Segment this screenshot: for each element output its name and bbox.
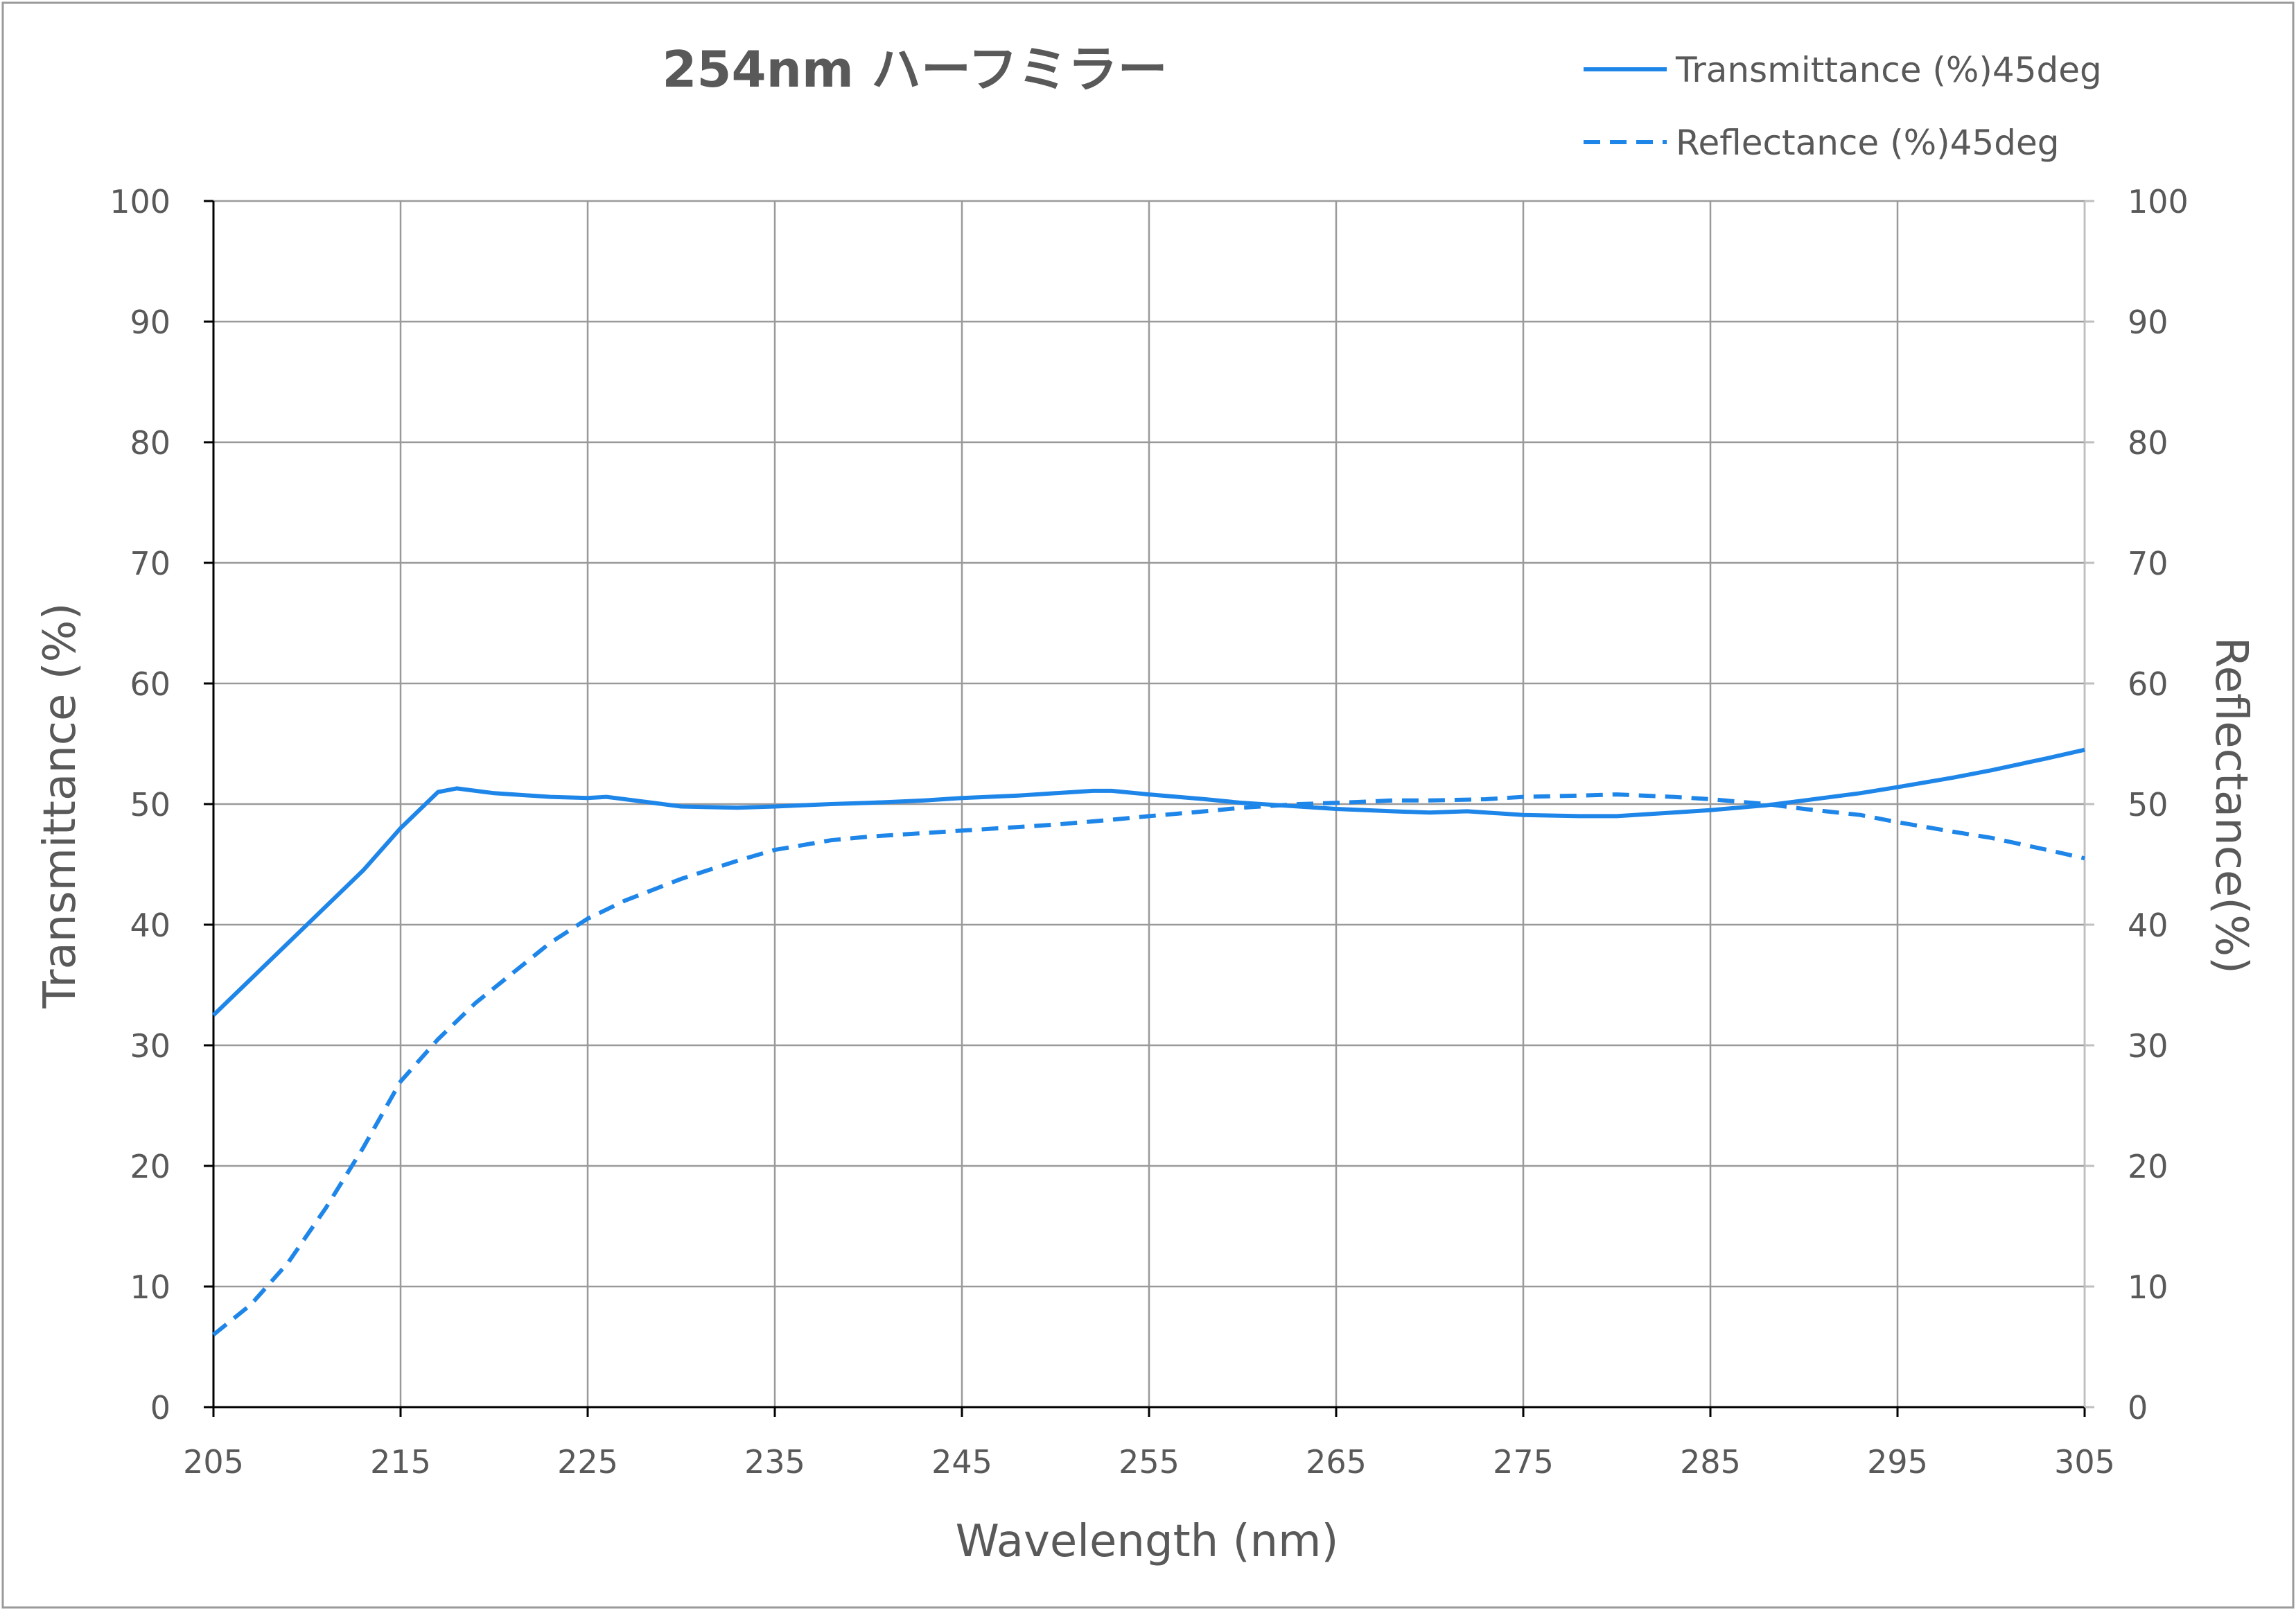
legend: Transmittance (%)45deg Reflectance (%)45d…: [1584, 50, 2102, 163]
x-tick-label: 225: [557, 1443, 618, 1481]
y2-tick-label: 10: [2128, 1268, 2168, 1306]
y-tick-label: 80: [130, 424, 170, 462]
y-tick-label: 60: [130, 665, 170, 703]
y-tick-label: 40: [130, 907, 170, 944]
y-axis-ticks: 0 10 20 30 40 50 60 70 80 90 100: [109, 183, 213, 1427]
x-tick-label: 215: [370, 1443, 431, 1481]
y-tick-label: 70: [130, 545, 170, 582]
y2-tick-label: 60: [2128, 665, 2168, 703]
chart-title: 254nm ハーフミラー: [662, 40, 1167, 98]
legend-label-reflectance: Reflectance (%)45deg: [1676, 123, 2059, 163]
x-tick-label: 265: [1306, 1443, 1367, 1481]
y2-tick-label: 90: [2128, 304, 2168, 341]
transmittance-line: [211, 747, 2085, 1017]
y2-axis-title: Reflectance(%): [2205, 637, 2256, 974]
x-tick-label: 275: [1493, 1443, 1554, 1481]
x-tick-label: 245: [931, 1443, 992, 1481]
x-tick-label: 305: [2054, 1443, 2115, 1481]
y2-tick-label: 80: [2128, 424, 2168, 462]
y2-tick-label: 0: [2128, 1389, 2148, 1427]
y-tick-label: 30: [130, 1027, 170, 1065]
y-tick-label: 0: [150, 1389, 170, 1427]
legend-label-transmittance: Transmittance (%)45deg: [1675, 50, 2102, 90]
x-tick-label: 205: [183, 1443, 244, 1481]
x-axis-title: Wavelength (nm): [956, 1516, 1339, 1567]
reflectance-line: [212, 792, 2085, 1336]
y-tick-label: 20: [130, 1148, 170, 1185]
y2-tick-label: 50: [2128, 786, 2168, 823]
y2-tick-label: 100: [2128, 183, 2189, 220]
y2-tick-label: 20: [2128, 1148, 2168, 1185]
y-tick-label: 100: [109, 183, 170, 220]
y2-tick-label: 40: [2128, 907, 2168, 944]
series-layer: [211, 747, 2085, 1336]
y2-tick-label: 70: [2128, 545, 2168, 582]
y-axis-title: Transmittance (%): [35, 603, 86, 1009]
x-tick-label: 235: [744, 1443, 805, 1481]
y-tick-label: 90: [130, 304, 170, 341]
y-tick-label: 50: [130, 786, 170, 823]
x-tick-label: 255: [1119, 1443, 1180, 1481]
x-axis-ticks: 205 215 225 235 245 255 265 275 285 295 305: [183, 1407, 2115, 1481]
y2-axis-ticks: 0 10 20 30 40 50 60 70 80 90 100: [2085, 183, 2189, 1427]
y2-tick-label: 30: [2128, 1027, 2168, 1065]
x-tick-label: 285: [1680, 1443, 1741, 1481]
y-tick-label: 10: [130, 1268, 170, 1306]
x-tick-label: 295: [1867, 1443, 1928, 1481]
